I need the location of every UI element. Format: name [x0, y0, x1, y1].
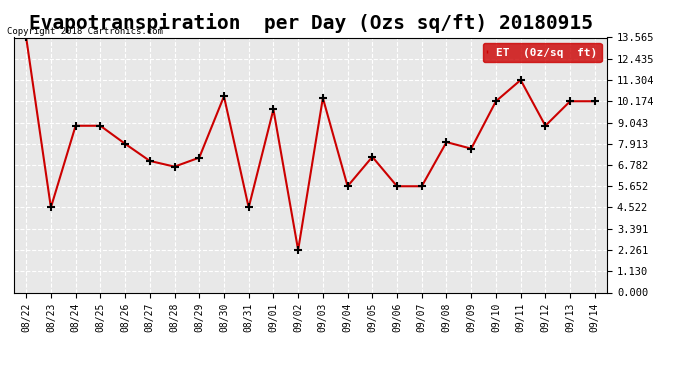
Text: Copyright 2018 Cartronics.com: Copyright 2018 Cartronics.com: [7, 27, 163, 36]
Legend: ET  (0z/sq  ft): ET (0z/sq ft): [482, 43, 602, 62]
Title: Evapotranspiration  per Day (Ozs sq/ft) 20180915: Evapotranspiration per Day (Ozs sq/ft) 2…: [28, 13, 593, 33]
